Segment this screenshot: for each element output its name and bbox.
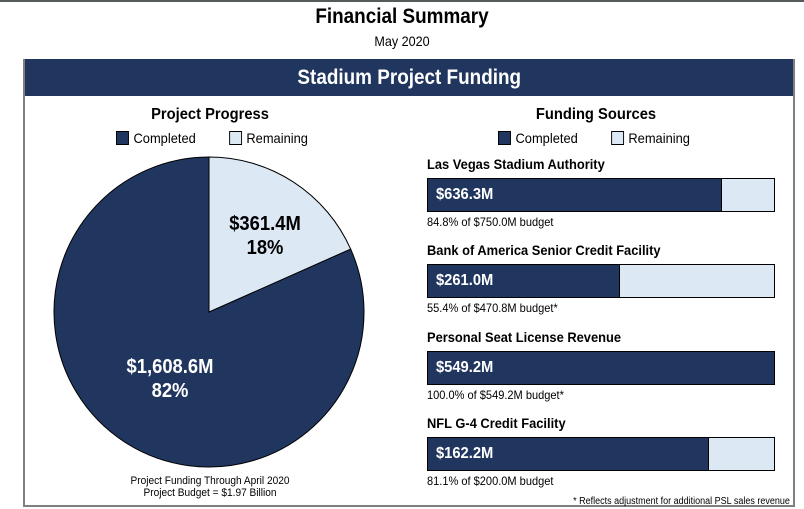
bar-legend: Completed Remaining bbox=[498, 130, 723, 146]
pie-footer-line-2: Project Budget = $1.97 Billion bbox=[143, 487, 277, 499]
funding-bar-completed bbox=[428, 352, 774, 384]
funding-bar-value: $162.2M bbox=[436, 445, 494, 462]
funding-bar-completed bbox=[428, 265, 620, 297]
pie-chart-title: Project Progress bbox=[151, 106, 269, 123]
funding-source-label: Bank of America Senior Credit Facility bbox=[427, 242, 661, 258]
legend-swatch-remaining bbox=[228, 131, 242, 145]
legend-item-remaining: Remaining bbox=[610, 130, 690, 146]
pie-label-remaining: $361.4M 18% bbox=[205, 212, 325, 260]
legend-swatch-completed bbox=[116, 131, 129, 145]
legend-swatch-completed bbox=[498, 131, 511, 145]
funding-bar-value: $261.0M bbox=[436, 272, 494, 289]
funding-source-label: Las Vegas Stadium Authority bbox=[427, 156, 605, 172]
page-subtitle: May 2020 bbox=[374, 33, 430, 49]
pie-footer: Project Funding Through April 2020 Proje… bbox=[72, 475, 348, 499]
legend-swatch-remaining bbox=[610, 131, 624, 145]
legend-item-remaining: Remaining bbox=[228, 130, 308, 146]
funding-source-label: NFL G-4 Credit Facility bbox=[427, 415, 566, 431]
funding-bar-completed bbox=[428, 179, 722, 211]
pie-footer-line-1: Project Funding Through April 2020 bbox=[130, 475, 290, 487]
funding-bar: $261.0M bbox=[427, 264, 775, 298]
funding-bar-completed bbox=[428, 438, 709, 470]
legend-label-remaining: Remaining bbox=[628, 130, 690, 146]
legend-item-completed: Completed bbox=[116, 130, 196, 146]
funding-bar: $549.2M bbox=[427, 351, 775, 385]
funding-bar: $636.3M bbox=[427, 178, 775, 212]
funding-bar-value: $636.3M bbox=[436, 186, 494, 203]
funding-bar: $162.2M bbox=[427, 437, 775, 471]
legend-label-completed: Completed bbox=[133, 130, 196, 146]
top-border bbox=[0, 0, 804, 2]
funding-bar-note: 55.4% of $470.8M budget* bbox=[427, 301, 558, 315]
bar-chart-title: Funding Sources bbox=[535, 106, 657, 123]
pie-label-completed: $1,608.6M 82% bbox=[101, 355, 239, 403]
pie-slice-remaining bbox=[208, 156, 352, 313]
pie-value-remaining: $361.4M bbox=[229, 213, 301, 235]
pie-value-completed: $1,608.6M bbox=[126, 356, 214, 378]
funding-panel: Stadium Project Funding bbox=[23, 59, 795, 507]
funding-bar-note: 81.1% of $200.0M budget bbox=[427, 474, 554, 488]
legend-item-completed: Completed bbox=[498, 130, 578, 146]
footnote: * Reflects adjustment for additional PSL… bbox=[573, 496, 790, 507]
funding-bar-note: 84.8% of $750.0M budget bbox=[427, 215, 554, 229]
panel-header: Stadium Project Funding bbox=[25, 59, 793, 96]
pie-percent-remaining: 18% bbox=[246, 237, 284, 259]
pie-percent-completed: 82% bbox=[151, 380, 189, 402]
funding-bar-note: 100.0% of $549.2M budget* bbox=[427, 388, 564, 402]
page-title: Financial Summary bbox=[315, 5, 489, 28]
legend-label-remaining: Remaining bbox=[246, 130, 308, 146]
legend-label-completed: Completed bbox=[515, 130, 578, 146]
funding-bar-value: $549.2M bbox=[436, 359, 494, 376]
pie-legend: Completed Remaining bbox=[116, 130, 341, 146]
funding-source-label: Personal Seat License Revenue bbox=[427, 329, 622, 345]
panel-title: Stadium Project Funding bbox=[297, 66, 521, 89]
